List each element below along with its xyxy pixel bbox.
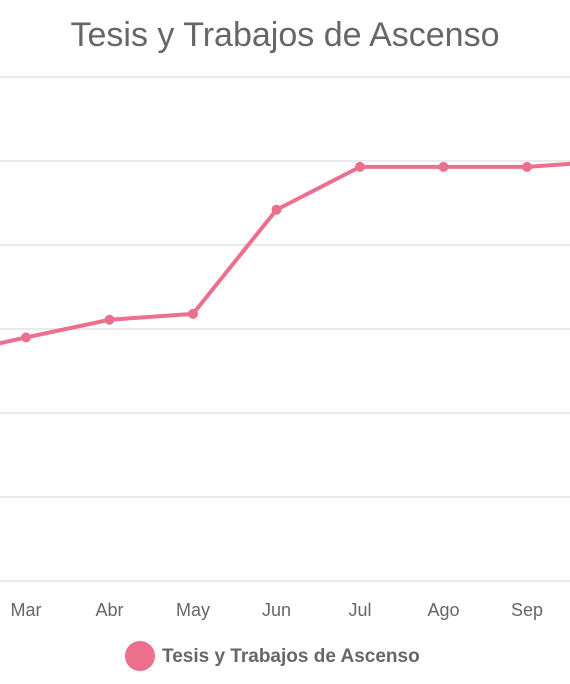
data-point (21, 332, 31, 343)
x-tick-label: May (176, 600, 210, 620)
x-tick-label: Abr (95, 600, 123, 620)
data-point (104, 314, 115, 325)
x-tick-label: Jul (348, 600, 371, 620)
x-tick-label: Mar (11, 600, 42, 620)
data-point (438, 161, 449, 172)
x-tick-label: Ago (427, 600, 459, 620)
legend-marker (125, 641, 155, 671)
data-point (271, 204, 282, 215)
data-point (522, 161, 532, 172)
data-point (355, 161, 365, 172)
x-tick-label: Sep (511, 600, 543, 620)
data-point (188, 308, 198, 319)
data-line (0, 161, 570, 346)
x-tick-label: Jun (262, 600, 291, 620)
legend-label: Tesis y Trabajos de Ascenso (162, 646, 420, 667)
chart-title: Tesis y Trabajos de Ascenso (70, 16, 499, 54)
